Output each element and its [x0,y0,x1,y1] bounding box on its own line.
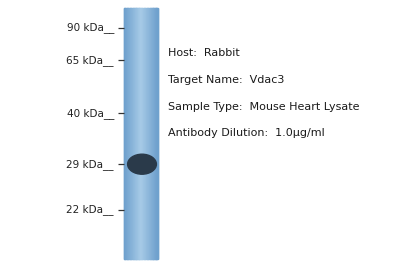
Text: Antibody Dilution:  1.0μg/ml: Antibody Dilution: 1.0μg/ml [168,128,325,139]
Bar [156,8,157,259]
Bar [148,8,149,259]
Bar [142,8,143,259]
Text: 40 kDa__: 40 kDa__ [67,108,114,119]
Bar [146,8,147,259]
Bar [146,8,147,259]
Bar [140,8,141,259]
Bar [127,8,128,259]
Bar [154,8,155,259]
Bar [129,8,130,259]
Text: Target Name:  Vdac3: Target Name: Vdac3 [168,75,284,85]
Bar [141,8,142,259]
Bar [138,8,139,259]
Bar [125,8,126,259]
Bar [131,8,132,259]
Bar [126,8,127,259]
Bar [124,8,125,259]
Bar [152,8,153,259]
Bar [145,8,146,259]
Text: 65 kDa__: 65 kDa__ [66,55,114,65]
Bar [127,8,128,259]
Bar [144,8,145,259]
Text: 29 kDa__: 29 kDa__ [66,159,114,170]
Bar [139,8,140,259]
Text: Host:  Rabbit: Host: Rabbit [168,48,240,58]
Bar [144,8,145,259]
Bar [149,8,150,259]
Bar [153,8,154,259]
Bar [133,8,134,259]
Bar [157,8,158,259]
Ellipse shape [128,154,156,174]
Bar [124,8,125,259]
Text: 90 kDa__: 90 kDa__ [67,23,114,33]
Bar [150,8,151,259]
Bar [147,8,148,259]
Bar [126,8,127,259]
Bar [128,8,129,259]
Bar [130,8,131,259]
Bar [152,8,153,259]
Bar [138,8,139,259]
Text: Sample Type:  Mouse Heart Lysate: Sample Type: Mouse Heart Lysate [168,102,360,112]
Bar [155,8,156,259]
Text: 22 kDa__: 22 kDa__ [66,204,114,215]
Bar [125,8,126,259]
Bar [137,8,138,259]
Bar [140,8,141,259]
Bar [134,8,135,259]
Bar [135,8,136,259]
Bar [147,8,148,259]
Bar [143,8,144,259]
Bar [139,8,140,259]
Bar [151,8,152,259]
Bar [133,8,134,259]
Bar [154,8,155,259]
Bar [131,8,132,259]
Bar [136,8,137,259]
Bar [132,8,133,259]
Bar [145,8,146,259]
Bar [153,8,154,259]
Bar [132,8,133,259]
